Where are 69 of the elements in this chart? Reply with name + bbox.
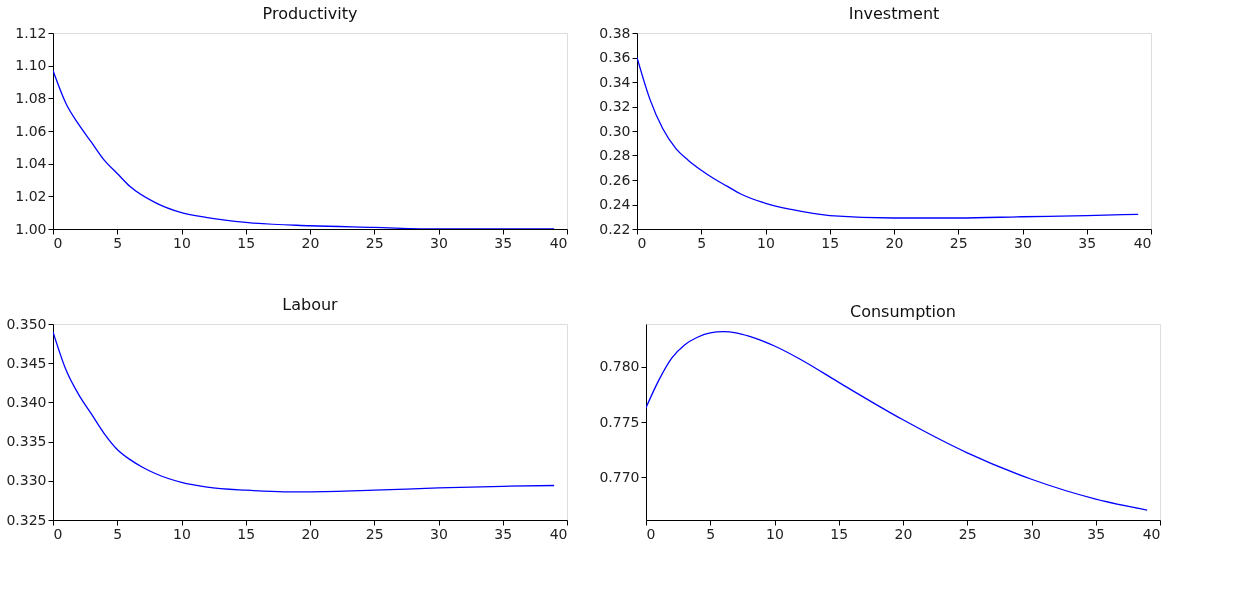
line-series	[646, 331, 1148, 511]
x-tick-label: 5	[697, 234, 707, 251]
x-tick-label: 25	[365, 234, 384, 251]
x-tick-label: 30	[430, 234, 448, 251]
x-tick-label: 15	[821, 234, 840, 251]
x-tick-label: 25	[365, 525, 384, 542]
x-tick-label: 0	[53, 525, 63, 542]
x-tick-label: 10	[766, 525, 784, 542]
x-tick-label: 30	[1023, 525, 1041, 542]
x-tick-label: 5	[113, 234, 123, 251]
y-tick-label: 1.08	[15, 89, 47, 106]
x-tick-label: 25	[958, 525, 977, 542]
y-tick-label: 1.04	[15, 155, 47, 172]
y-tick-label: 0.775	[599, 413, 640, 430]
x-tick-label: 35	[494, 234, 513, 251]
y-tick-label: 0.30	[599, 122, 631, 139]
y-tick-label: 0.350	[6, 315, 47, 332]
y-tick-label: 0.32	[599, 98, 631, 114]
x-tick-label: 5	[113, 525, 123, 542]
x-tick-label: 20	[885, 234, 904, 251]
x-tick-label: 30	[1014, 234, 1032, 251]
x-tick-label: 40	[549, 525, 568, 542]
y-tick-label: 0.335	[6, 433, 47, 450]
y-tick-label: 0.770	[599, 468, 640, 485]
y-tick-label: 0.340	[6, 393, 47, 410]
x-tick-label: 15	[237, 234, 256, 251]
x-tick-label: 30	[430, 525, 448, 542]
y-tick-label: 0.330	[6, 472, 47, 489]
line-series	[53, 69, 555, 229]
y-tick-label: 1.00	[15, 220, 47, 237]
x-tick-label: 40	[1142, 525, 1161, 542]
x-tick-label: 20	[301, 234, 320, 251]
x-tick-label: 0	[646, 525, 656, 542]
chart-title: Consumption	[850, 302, 956, 321]
y-tick-label: 0.28	[599, 147, 631, 163]
y-tick-label: 1.10	[15, 57, 47, 74]
x-tick-label: 10	[173, 525, 191, 542]
y-tick-label: 0.26	[599, 171, 631, 188]
y-tick-label: 0.345	[6, 354, 47, 371]
y-tick-label: 0.36	[599, 49, 631, 65]
y-tick-label: 0.24	[599, 196, 631, 212]
x-tick-label: 15	[237, 525, 256, 542]
x-tick-label: 0	[53, 234, 63, 251]
line-series	[637, 56, 1139, 219]
x-tick-label: 25	[949, 234, 968, 251]
y-tick-label: 0.325	[6, 511, 47, 528]
y-tick-label: 1.02	[15, 187, 47, 204]
x-tick-label: 35	[494, 525, 513, 542]
line-series	[53, 331, 555, 493]
chart-title: Labour	[282, 295, 339, 314]
x-tick-label: 0	[637, 234, 647, 251]
x-tick-label: 20	[894, 525, 913, 542]
x-tick-label: 10	[757, 234, 775, 251]
x-tick-label: 15	[830, 525, 849, 542]
y-tick-label: 0.34	[599, 73, 631, 90]
x-tick-label: 10	[173, 234, 191, 251]
x-tick-label: 20	[301, 525, 320, 542]
x-tick-label: 40	[1133, 234, 1152, 251]
y-tick-label: 1.12	[15, 24, 47, 41]
x-tick-label: 35	[1087, 525, 1106, 542]
x-tick-label: 40	[549, 234, 568, 251]
x-tick-label: 5	[706, 525, 716, 542]
y-tick-label: 0.38	[599, 24, 631, 41]
y-tick-label: 1.06	[15, 122, 47, 139]
y-tick-label: 0.780	[599, 358, 640, 375]
y-tick-label: 0.22	[599, 220, 631, 237]
chart-title: Productivity	[262, 4, 358, 23]
x-tick-label: 35	[1078, 234, 1097, 251]
chart-title: Investment	[848, 4, 940, 23]
